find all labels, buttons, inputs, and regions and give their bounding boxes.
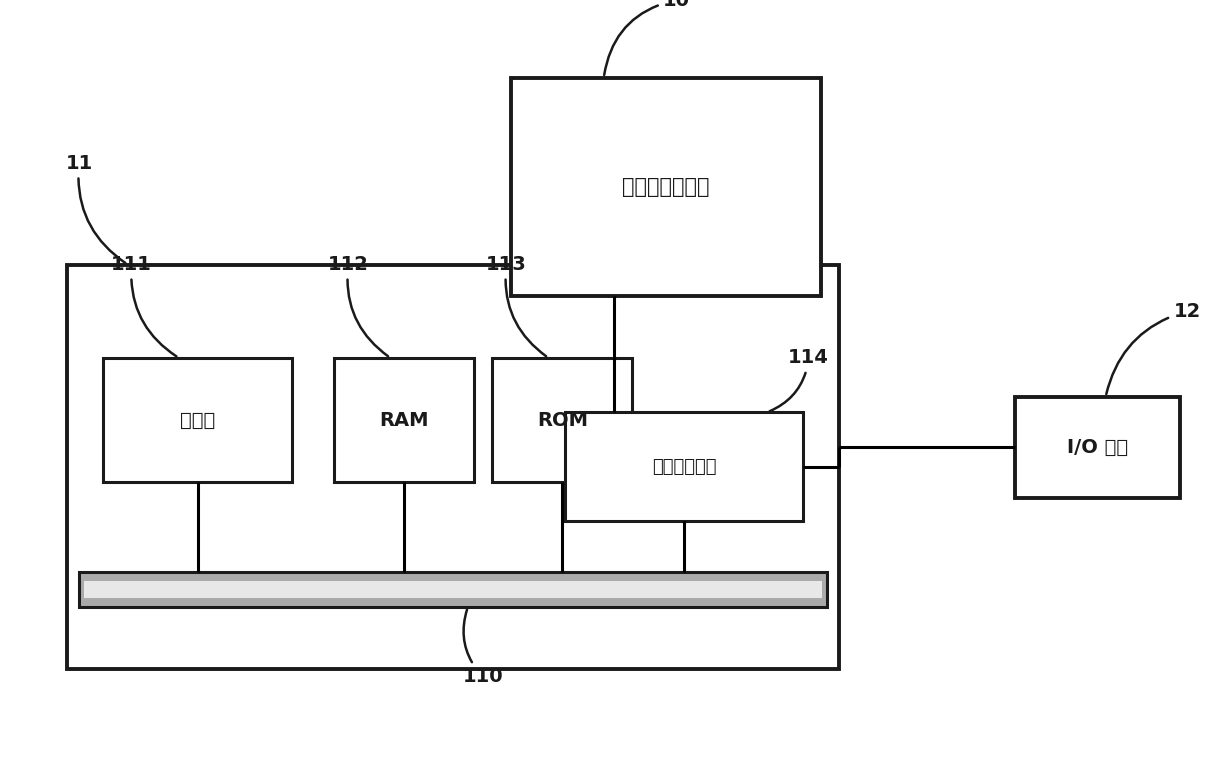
Bar [79, 572, 827, 607]
Bar [103, 358, 292, 482]
Bar [1015, 397, 1180, 498]
Text: 112: 112 [328, 255, 388, 356]
Text: 11: 11 [66, 154, 125, 263]
Text: 114: 114 [770, 349, 829, 412]
Bar [492, 358, 632, 482]
Text: RAM: RAM [379, 411, 429, 429]
Bar [334, 358, 474, 482]
Bar [67, 265, 839, 669]
Bar [84, 580, 822, 598]
Text: 113: 113 [486, 255, 546, 356]
Bar [565, 412, 803, 521]
Text: 数据传输接口: 数据传输接口 [652, 457, 716, 476]
Text: 110: 110 [462, 609, 503, 686]
Bar [511, 78, 821, 296]
Text: I/O 装置: I/O 装置 [1066, 438, 1128, 457]
Text: 12: 12 [1107, 302, 1200, 394]
Text: 处理器: 处理器 [180, 411, 215, 429]
Text: 存储器存储装置: 存储器存储装置 [623, 177, 709, 197]
Text: 10: 10 [604, 0, 691, 75]
Text: 111: 111 [111, 255, 176, 356]
Text: ROM: ROM [537, 411, 587, 429]
